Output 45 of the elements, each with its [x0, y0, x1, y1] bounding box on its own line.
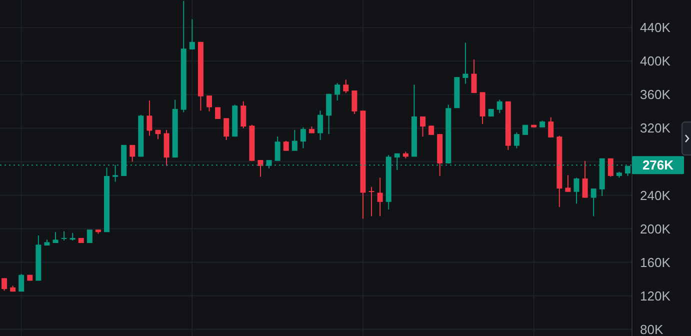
candlestick: [61, 230, 67, 241]
candlestick: [292, 129, 298, 152]
candlestick: [318, 110, 324, 140]
candlestick: [224, 118, 230, 140]
y-tick-label: 240K: [640, 188, 671, 203]
candlestick: [343, 79, 349, 94]
ref-line-label: 276K: [642, 158, 674, 173]
candlestick: [18, 273, 24, 292]
candlestick: [548, 116, 554, 138]
candlestick: [368, 186, 374, 217]
candlestick: [326, 93, 332, 135]
candlestick: [420, 116, 426, 138]
candlestick: [146, 100, 152, 136]
y-tick-label: 160K: [640, 254, 671, 270]
candlestick: [462, 42, 468, 84]
candlestick: [206, 95, 212, 112]
candlestick: [428, 125, 434, 136]
candlestick: [189, 18, 195, 50]
candlestick: [300, 126, 306, 149]
candlestick: [582, 160, 588, 198]
candlestick: [590, 188, 596, 217]
y-tick-label: 360K: [640, 87, 671, 102]
y-tick-label: 200K: [640, 221, 671, 236]
y-tick-label: 400K: [640, 54, 671, 69]
y-tick-label: 80K: [640, 322, 664, 336]
candlestick: [52, 232, 58, 244]
candlestick: [608, 158, 614, 178]
candlestick: [352, 90, 358, 114]
candlestick: [377, 177, 383, 217]
candlestick: [514, 132, 520, 149]
candlestick: [240, 100, 246, 129]
candlestick: [274, 136, 280, 162]
candlestick: [496, 99, 502, 114]
candlestick: [86, 229, 92, 244]
candlestick: [258, 160, 264, 178]
candlestick: [471, 58, 477, 94]
candlestick: [2, 278, 8, 292]
candlestick: [565, 174, 571, 192]
candlestick: [334, 82, 340, 102]
candlestick: [130, 144, 136, 162]
y-tick-label: 120K: [640, 288, 671, 304]
candlestick: [574, 177, 580, 204]
y-tick-label: 320K: [640, 120, 671, 136]
candlestick: [283, 140, 289, 152]
y-tick-label: 440K: [640, 20, 671, 36]
